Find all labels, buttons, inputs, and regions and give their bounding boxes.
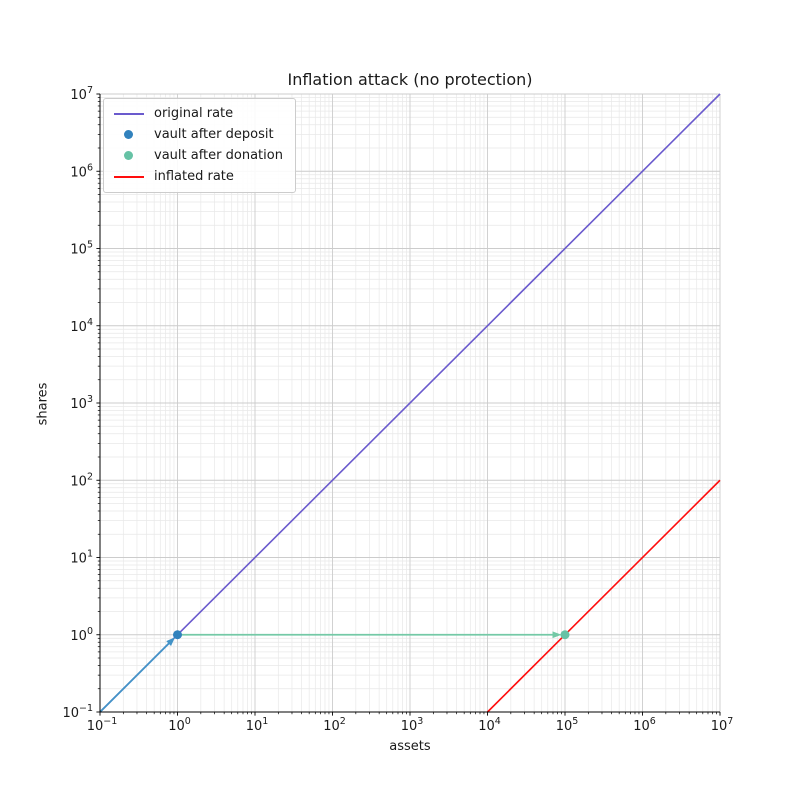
svg-text:106: 106 (70, 162, 93, 180)
svg-text:103: 103 (401, 716, 424, 734)
svg-text:106: 106 (633, 716, 656, 734)
legend-item-inflated-rate: inflated rate (104, 166, 295, 187)
legend-label: original rate (154, 106, 234, 121)
x-axis-label: assets (389, 739, 431, 754)
svg-text:100: 100 (168, 716, 191, 734)
svg-text:105: 105 (70, 240, 93, 258)
legend-item-original-rate: original rate (104, 103, 295, 124)
svg-text:101: 101 (70, 549, 93, 567)
legend-line-sample-inflated-rate (113, 175, 144, 178)
legend-item-vault-after-donation: vault after donation (104, 145, 295, 166)
svg-text:10−1: 10−1 (87, 716, 118, 734)
svg-text:107: 107 (70, 85, 93, 103)
svg-text:104: 104 (478, 716, 501, 734)
svg-text:105: 105 (556, 716, 579, 734)
svg-text:103: 103 (70, 394, 93, 412)
svg-text:107: 107 (711, 716, 734, 734)
svg-text:102: 102 (70, 471, 93, 489)
legend-item-vault-after-deposit: vault after deposit (104, 124, 295, 145)
chart-title: Inflation attack (no protection) (287, 70, 533, 89)
legend-dot-sample-vault-after-deposit (113, 130, 144, 139)
svg-text:104: 104 (70, 317, 93, 335)
svg-text:102: 102 (323, 716, 346, 734)
legend: original rate vault after deposit vault … (103, 98, 296, 193)
legend-label: inflated rate (154, 169, 234, 184)
legend-line-sample-original-rate (113, 112, 144, 115)
svg-text:100: 100 (70, 626, 93, 644)
legend-dot-sample-vault-after-donation (113, 151, 144, 160)
legend-label: vault after donation (154, 148, 283, 163)
legend-label: vault after deposit (154, 127, 274, 142)
svg-text:101: 101 (246, 716, 269, 734)
y-axis-label: shares (35, 382, 51, 426)
